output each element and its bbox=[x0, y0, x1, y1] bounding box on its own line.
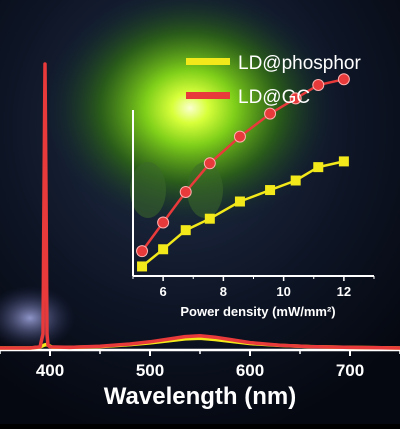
inset-point-gc bbox=[157, 216, 170, 229]
legend: LD@phosphor LD@GC bbox=[186, 53, 361, 108]
inset-point-gc bbox=[337, 73, 350, 86]
inset-tick-label-6: 6 bbox=[160, 284, 167, 299]
inset-tick-label-12: 12 bbox=[337, 284, 351, 299]
inset-point-phosphor bbox=[204, 213, 215, 224]
inset-tick-label-8: 8 bbox=[220, 284, 227, 299]
lamp-leg-right bbox=[187, 162, 223, 218]
inset-point-phosphor bbox=[158, 244, 169, 255]
legend-swatch-phosphor bbox=[186, 58, 230, 65]
spectrum-tick-label-700: 700 bbox=[336, 361, 364, 380]
inset-point-gc bbox=[179, 185, 192, 198]
inset-point-gc bbox=[289, 92, 302, 105]
spectrum-tick-label-600: 600 bbox=[236, 361, 264, 380]
inset-x-ticks: 6 8 10 12 bbox=[132, 276, 375, 299]
spectrum-tick-label-500: 500 bbox=[136, 361, 164, 380]
green-glow bbox=[40, 0, 340, 233]
legend-item-phosphor: LD@phosphor bbox=[186, 53, 361, 74]
legend-label-phosphor: LD@phosphor bbox=[238, 53, 361, 74]
inset-point-phosphor bbox=[265, 185, 276, 196]
inset-point-phosphor bbox=[313, 162, 324, 173]
inset-point-phosphor bbox=[137, 261, 148, 272]
spectrum-plot: 400 500 600 700 Wavelength (nm) bbox=[0, 62, 400, 410]
spectrum-line-gc bbox=[0, 62, 400, 350]
inset-point-phosphor bbox=[234, 196, 245, 207]
legend-swatch-gc bbox=[186, 92, 230, 99]
inset-plot: 6 8 10 12 Power density (mW/mm²) bbox=[132, 73, 375, 319]
spectrum-series bbox=[0, 62, 400, 350]
inset-tick-label-10: 10 bbox=[276, 284, 290, 299]
spectrum-x-ticks: 400 500 600 700 bbox=[0, 350, 400, 380]
purple-blob bbox=[0, 286, 75, 350]
spectrum-tick-label-400: 400 bbox=[36, 361, 64, 380]
inset-x-label: Power density (mW/mm²) bbox=[180, 304, 335, 319]
inset-point-gc bbox=[312, 79, 325, 91]
inset-point-phosphor bbox=[290, 175, 301, 186]
inset-point-phosphor bbox=[180, 225, 191, 236]
inset-point-gc bbox=[203, 157, 216, 170]
legend-label-gc: LD@GC bbox=[238, 87, 310, 108]
inset-point-gc bbox=[136, 245, 149, 258]
legend-item-gc: LD@GC bbox=[186, 87, 310, 108]
inset-point-gc bbox=[233, 130, 246, 143]
inset-point-gc bbox=[264, 107, 277, 120]
inset-series bbox=[136, 73, 350, 272]
spectrum-x-label: Wavelength (nm) bbox=[104, 383, 296, 410]
inset-point-phosphor bbox=[338, 156, 349, 167]
lamp-leg-left bbox=[130, 162, 166, 218]
